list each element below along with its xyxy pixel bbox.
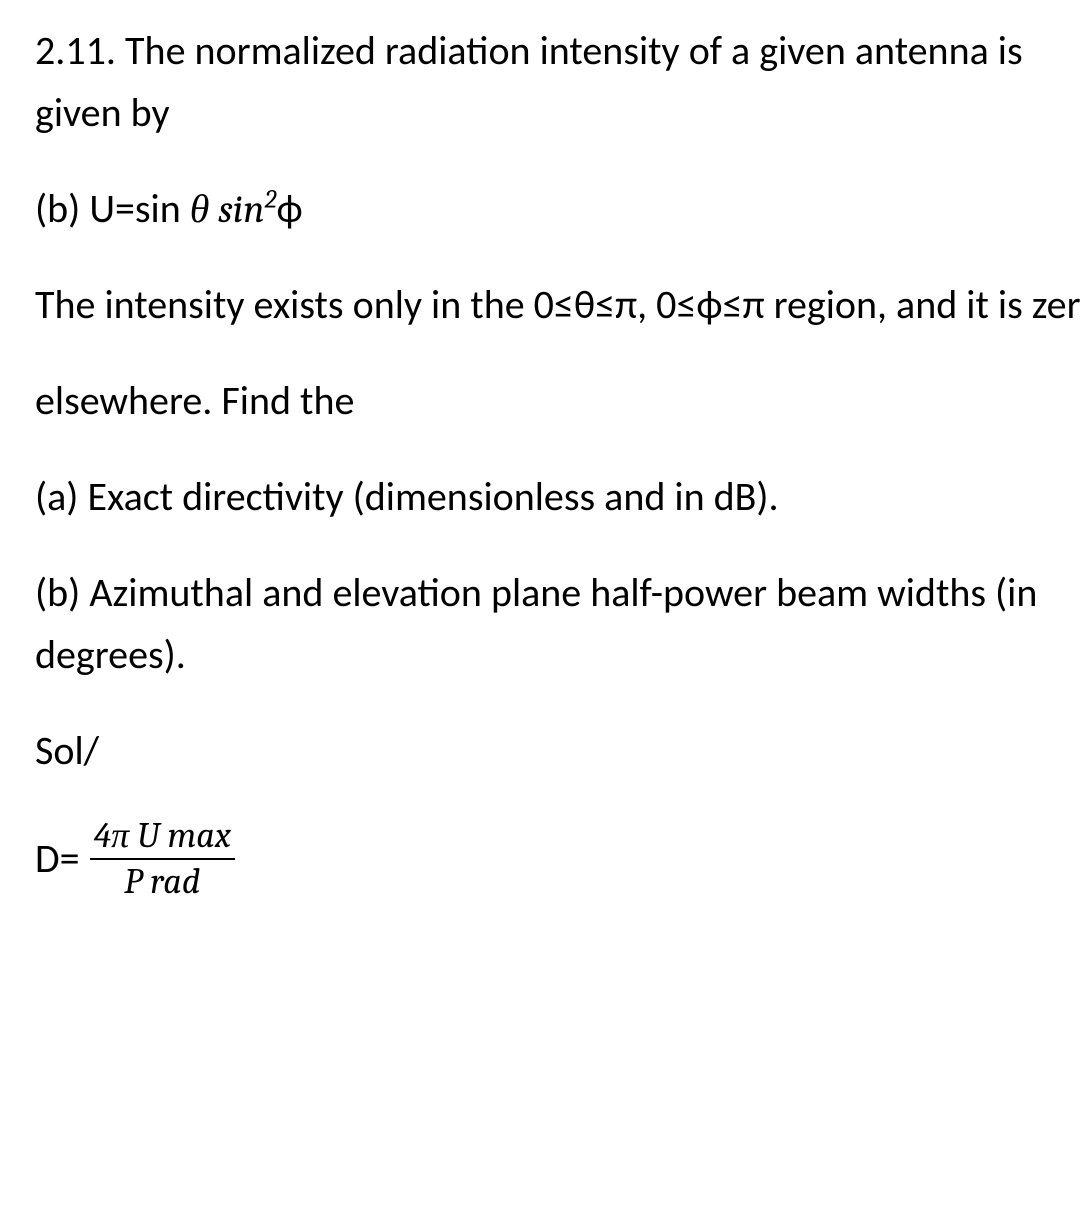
eq-lhs: D= bbox=[35, 828, 80, 890]
eq-prefix: (b) U=sin bbox=[35, 184, 190, 233]
equation-directivity: D= 4π U max P rad bbox=[35, 816, 1080, 901]
fraction-numerator: 4π U max bbox=[90, 816, 235, 858]
text: (b) Azimuthal and elevation plane half-p… bbox=[35, 568, 1037, 679]
text: 2.11. The normalized radiation intensity… bbox=[35, 26, 1023, 137]
fraction-denominator: P rad bbox=[90, 858, 235, 902]
region-line-1: The intensity exists only in the 0≤θ≤π, … bbox=[35, 274, 1080, 336]
text: (a) Exact directivity (dimensionless and… bbox=[35, 472, 779, 521]
text: The intensity exists only in the 0≤θ≤π, … bbox=[35, 280, 1080, 329]
phi: ϕ bbox=[277, 184, 303, 233]
question-a: (a) Exact directivity (dimensionless and… bbox=[35, 466, 1080, 528]
question-b: (b) Azimuthal and elevation plane half-p… bbox=[35, 562, 1080, 686]
superscript-2: 2 bbox=[265, 185, 277, 215]
sin-term: sin bbox=[209, 186, 264, 232]
solution-label: Sol/ bbox=[35, 720, 1080, 782]
region-line-2: elsewhere. Find the bbox=[35, 370, 1080, 432]
text: Sol/ bbox=[35, 726, 99, 775]
theta: θ bbox=[190, 186, 210, 232]
problem-statement-line-1: 2.11. The normalized radiation intensity… bbox=[35, 20, 1080, 144]
fraction: 4π U max P rad bbox=[90, 816, 235, 901]
text: elsewhere. Find the bbox=[35, 376, 354, 425]
equation-u: (b) U=sin θ sin2ϕ bbox=[35, 178, 1080, 240]
